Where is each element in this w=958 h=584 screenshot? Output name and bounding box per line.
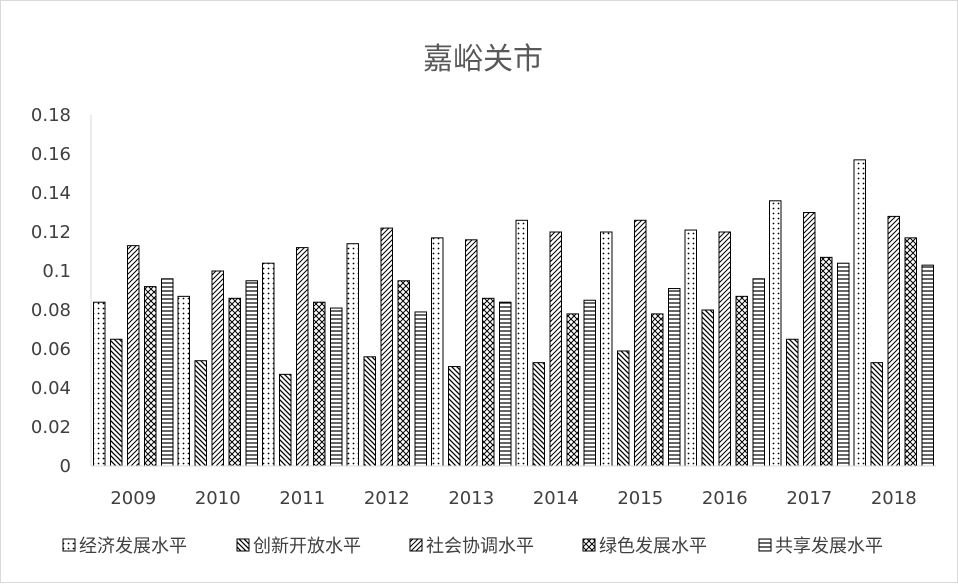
bar-3-2015 [634, 219, 647, 467]
bar-3-2018 [887, 215, 900, 467]
bar-1-2015 [600, 231, 613, 467]
bar-5-2015 [668, 288, 681, 467]
x-tick-label: 2012 [364, 488, 410, 509]
y-tick-label: 0.16 [31, 144, 71, 165]
legend: 经济发展水平 创新开放水平 社会协调水平 绿色发展水平 共享发展水平 [62, 536, 883, 557]
y-tick-label: 0.1 [42, 261, 71, 282]
x-tick-label: 2011 [279, 488, 325, 509]
legend-swatch-4 [582, 538, 596, 552]
bar-2-2010 [194, 360, 207, 467]
bar-2-2016 [701, 309, 714, 467]
y-tick-label: 0.08 [31, 300, 71, 321]
x-tick-label: 2014 [533, 488, 579, 509]
bar-4-2014 [566, 313, 579, 467]
bar-2-2018 [870, 362, 883, 467]
legend-label-2: 创新开放水平 [253, 536, 361, 557]
legend-label-4: 绿色发展水平 [599, 536, 707, 557]
bar-3-2010 [211, 270, 224, 467]
bar-1-2018 [853, 159, 866, 467]
bar-2-2011 [279, 373, 292, 467]
y-tick-label: 0.02 [31, 417, 71, 438]
x-tick-label: 2018 [871, 488, 917, 509]
bar-3-2013 [465, 239, 478, 467]
bar-3-2014 [549, 231, 562, 467]
bar-5-2011 [330, 307, 343, 467]
bar-3-2017 [803, 212, 816, 467]
bar-2-2015 [617, 350, 630, 467]
bar-1-2010 [177, 295, 190, 467]
bar-4-2016 [735, 295, 748, 467]
chart-title: 嘉峪关市 [423, 42, 543, 77]
bar-5-2016 [752, 278, 765, 467]
y-tick-label: 0.12 [31, 222, 71, 243]
x-tick-label: 2009 [110, 488, 156, 509]
bar-1-2011 [262, 262, 275, 467]
legend-swatch-5 [758, 538, 772, 552]
x-tick-label: 2016 [702, 488, 748, 509]
bar-5-2018 [921, 264, 934, 467]
bar-3-2011 [296, 247, 309, 467]
bar-4-2010 [228, 297, 241, 467]
y-tick-label: 0.18 [31, 105, 71, 126]
bar-2-2013 [448, 366, 461, 467]
bar-2-2009 [110, 338, 123, 467]
bar-4-2018 [904, 237, 917, 467]
bar-1-2017 [769, 200, 782, 467]
bar-2-2014 [532, 362, 545, 467]
legend-swatch-3 [409, 538, 423, 552]
bar-4-2017 [820, 256, 833, 467]
bar-1-2014 [515, 219, 528, 467]
bar-1-2012 [346, 243, 359, 467]
bar-5-2017 [837, 262, 850, 467]
bar-5-2013 [499, 301, 512, 467]
bars-group [93, 159, 934, 467]
bar-2-2012 [363, 356, 376, 467]
bar-4-2015 [651, 313, 664, 467]
x-tick-label: 2013 [448, 488, 494, 509]
y-axis: 0 0.02 0.04 0.06 0.08 0.1 0.12 0.14 0.16 0.18 [31, 105, 92, 477]
bar-3-2016 [718, 231, 731, 467]
bar-5-2010 [245, 280, 258, 467]
bar-4-2012 [397, 280, 410, 467]
bar-2-2017 [786, 338, 799, 467]
bar-5-2014 [583, 299, 596, 467]
x-tick-label: 2015 [617, 488, 663, 509]
bar-4-2011 [313, 301, 326, 467]
legend-swatch-2 [236, 538, 250, 552]
x-tick-label: 2010 [195, 488, 241, 509]
bar-1-2016 [684, 229, 697, 467]
y-tick-label: 0.04 [31, 378, 71, 399]
y-tick-label: 0.14 [31, 183, 71, 204]
bar-5-2012 [414, 311, 427, 467]
legend-label-3: 社会协调水平 [426, 536, 534, 557]
bar-3-2009 [127, 245, 140, 467]
bar-5-2009 [161, 278, 174, 467]
bar-3-2012 [380, 227, 393, 467]
legend-label-5: 共享发展水平 [775, 536, 883, 557]
bar-4-2009 [144, 286, 157, 467]
y-tick-label: 0 [60, 456, 71, 477]
legend-swatch-1 [62, 538, 76, 552]
legend-label-1: 经济发展水平 [79, 536, 187, 557]
x-axis: 2009 2010 2011 2012 2013 2014 2015 2016 2017 2018 [91, 465, 936, 509]
bar-1-2009 [93, 301, 106, 467]
x-tick-label: 2017 [786, 488, 832, 509]
bar-4-2013 [482, 297, 495, 467]
y-tick-label: 0.06 [31, 339, 71, 360]
bar-1-2013 [431, 237, 444, 467]
